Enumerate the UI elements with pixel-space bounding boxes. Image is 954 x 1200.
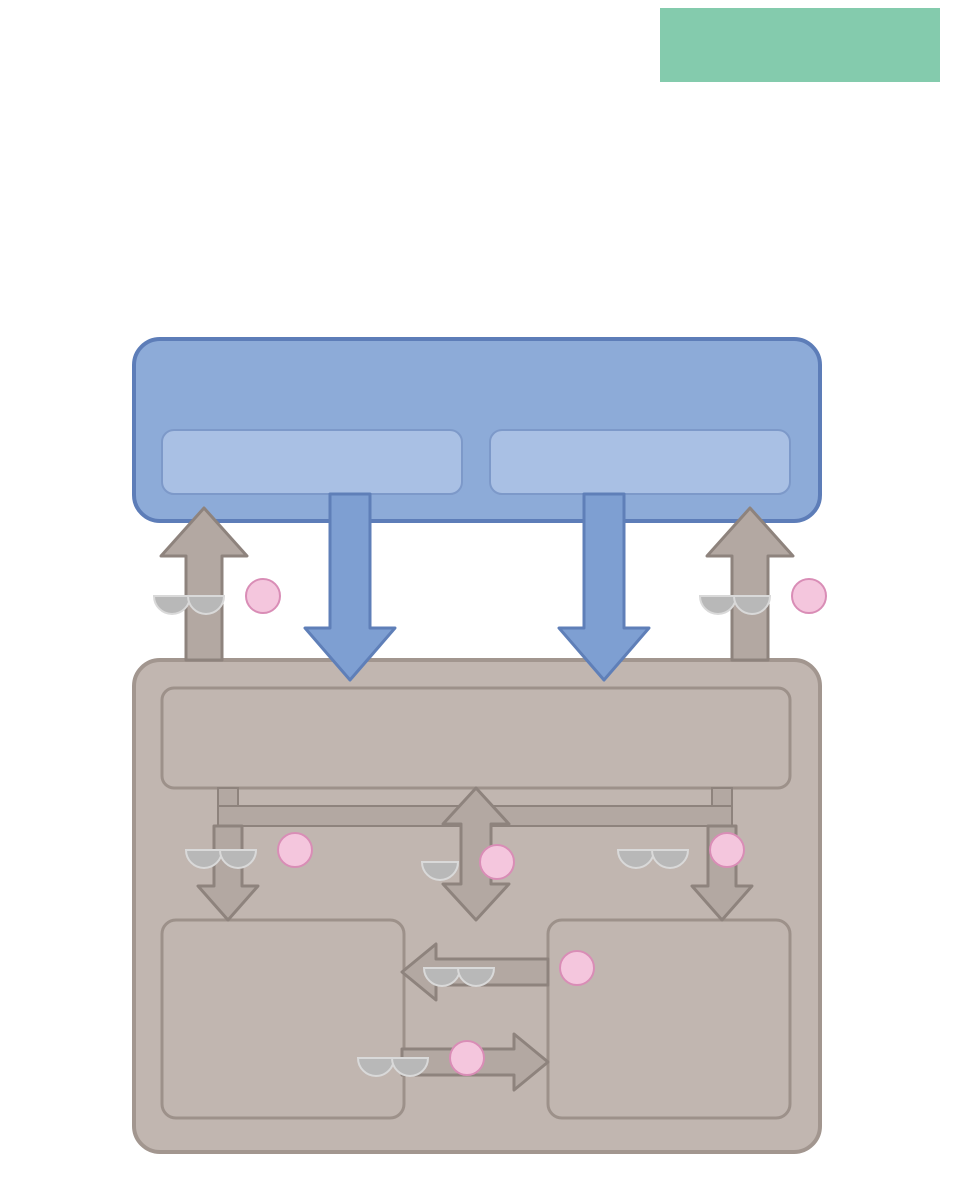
diagram-canvas bbox=[0, 0, 954, 1195]
diagram-svg bbox=[0, 0, 954, 1195]
